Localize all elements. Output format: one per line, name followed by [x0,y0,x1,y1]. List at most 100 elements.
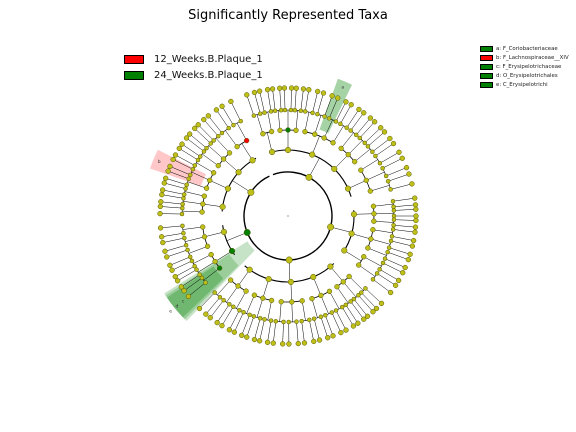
family-edge [363,256,382,267]
family-node [352,159,358,165]
family-edge [358,264,376,277]
species-node [174,278,181,284]
family-edge [187,181,207,189]
species-node [164,254,170,260]
taxa-legend-item-c: c: F_Erysipelotrichaceae [480,62,569,71]
class-edge [334,154,349,170]
genus-node [262,317,267,322]
genus-edge [356,117,371,136]
species-node [315,88,321,95]
phylum-edge [226,232,248,241]
genus-node [247,312,252,318]
taxa-label-c: c: F_Erysipelotrichaceae [496,63,562,70]
species-node [311,338,317,345]
genus-node [227,302,232,307]
species-node [214,319,220,326]
species-node [167,262,173,268]
genus-node [310,110,315,116]
genus-node [391,204,396,210]
genus-node [192,263,197,269]
species-node [350,323,357,329]
genus-edge [390,240,413,247]
family-node [260,295,266,301]
genus-edge [272,88,276,111]
genus-node [268,318,274,323]
genus-node [357,135,362,141]
species-node [277,85,283,91]
cladogram-title: Significantly Represented Taxa [188,8,388,23]
species-node [373,305,380,312]
family-node [299,298,305,304]
genus-node [237,307,242,313]
species-node [207,315,213,321]
genus-edge [296,321,299,344]
family-edge [267,300,272,321]
family-node [201,234,208,240]
genus-node [272,108,278,114]
phylum-edge [330,226,352,233]
species-node [157,225,164,231]
family-edge [367,247,387,256]
taxa-legend-item-b: b: F_Lachnospiraceae__XIV [480,53,569,62]
species-node [219,322,225,329]
genus-node [273,319,279,324]
genus-node [182,235,187,241]
genus-node [388,238,394,244]
family-edge [348,276,364,291]
genus-node [199,275,205,281]
genus-node [183,186,188,191]
family-node [227,277,234,283]
genus-edge [189,133,207,149]
genus-node [333,119,339,124]
genus-edge [376,273,396,286]
family-node [226,150,233,156]
family-edge [291,301,293,322]
species-node [409,243,416,249]
family-node [207,177,213,183]
species-node [170,156,176,163]
class-node [345,185,352,192]
genus-edge [393,229,416,233]
genus-node [181,192,187,197]
genus-edge [335,101,347,122]
taxa-label-d: d: O_Erysipelotrichales [496,73,558,80]
species-node [169,267,175,273]
class-edge [262,279,269,299]
species-node [400,270,406,276]
species-node [387,135,393,142]
genus-edge [168,170,189,180]
taxa-legend: a: F_Coriobacteriaceae b: F_Lachnospirac… [480,44,569,90]
family-node [309,295,315,302]
species-node [410,237,417,244]
class-node [268,148,276,156]
family-node [243,288,249,294]
class-node [265,276,272,283]
genus-edge [169,166,191,176]
species-node [412,224,419,230]
genus-edge [165,178,187,186]
genus-node [348,128,353,133]
family-node [302,129,308,135]
genus-edge [171,260,193,271]
family-node [199,209,205,215]
genus-node [282,107,288,113]
species-node [367,115,374,121]
species-node [163,175,169,181]
genus-node [181,196,186,201]
genus-node [198,154,203,159]
family-edge [182,201,203,205]
genus-node [311,316,317,321]
species-node [395,277,402,284]
family-edge [366,171,385,181]
species-node [160,187,166,193]
class-edge [353,213,374,215]
species-node [371,119,378,125]
species-node [201,116,207,123]
species-node [165,168,171,174]
genus-edge [392,197,415,202]
genus-edge [353,298,368,317]
sector-c [166,266,224,318]
genus-node [188,172,193,178]
genus-edge [166,249,188,258]
genus-edge [169,256,191,266]
